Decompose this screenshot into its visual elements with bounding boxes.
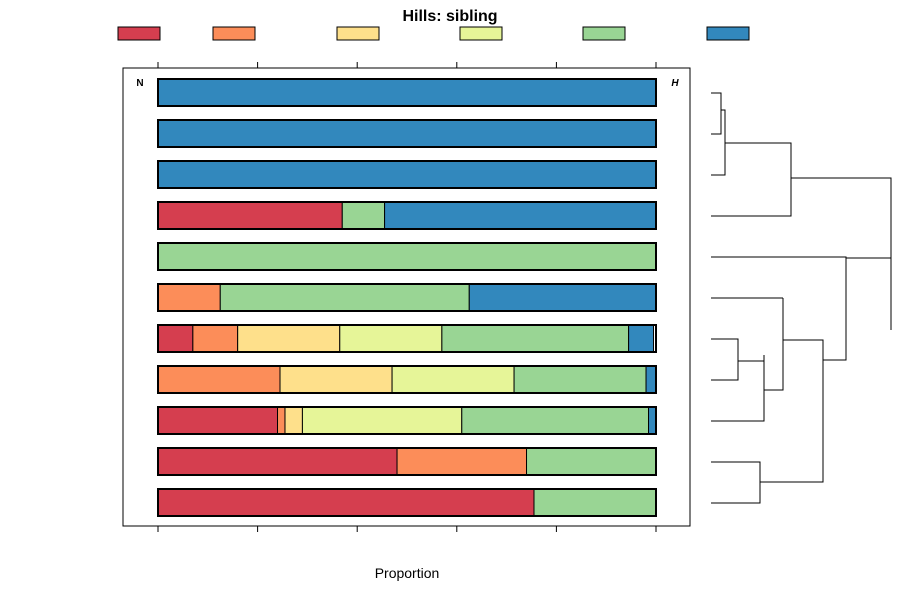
bar-segment-nose-slope: [301, 406, 463, 435]
dendrogram-branch: [711, 461, 761, 482]
dendrogram-branch: [711, 355, 765, 422]
bar-outline: [157, 119, 657, 148]
bar-outline: [157, 365, 657, 394]
dendrogram-branch: [711, 482, 761, 504]
bar-outline: [157, 447, 657, 476]
dendrogram-branch: [711, 168, 792, 217]
bar-segment-crest: [157, 283, 221, 312]
dendrogram-branch: [823, 300, 847, 361]
legend-swatch-nose-slope: [459, 26, 503, 41]
bar-segment-interfluve: [157, 201, 343, 230]
bar-segment-crest: [396, 447, 528, 476]
bar-segment-interfluve: [157, 406, 279, 435]
row-oakville: [157, 406, 657, 435]
bar-outline: [157, 488, 657, 517]
bar-outline: [157, 201, 657, 230]
plot-panel: [122, 67, 691, 527]
bar-outline: [157, 406, 657, 435]
row-alton: [157, 242, 657, 271]
dendrogram-branch: [846, 257, 892, 330]
bar-segment-nose-slope: [391, 365, 515, 394]
dendrogram-branch: [711, 256, 847, 300]
legend-swatch-crest: [212, 26, 256, 41]
dendrogram-branch: [764, 298, 784, 391]
dendrogram-branch: [738, 355, 765, 362]
bar-segment-interfluve: [157, 324, 194, 353]
row-massena: [157, 160, 657, 189]
bar-segment-head-slope: [237, 324, 341, 353]
row-homer: [157, 488, 657, 517]
legend-swatch-interfluve: [117, 26, 161, 41]
bar-segment-side-slope: [526, 447, 657, 476]
bar-outline: [157, 160, 657, 189]
legend-swatch-head-slope: [336, 26, 380, 41]
n-column-header: N: [136, 78, 143, 89]
bar-segment-base-slope: [384, 201, 657, 230]
dendrogram-branch: [711, 338, 739, 361]
bar-segment-head-slope: [279, 365, 393, 394]
bar-segment-crest: [277, 406, 286, 435]
bar-segment-base-slope: [628, 324, 655, 353]
dendrogram-branch: [711, 361, 739, 381]
row-busti: [157, 201, 657, 230]
bar-segment-side-slope: [513, 365, 647, 394]
bar-segment-base-slope: [157, 78, 657, 107]
bar-segment-base-slope: [645, 365, 657, 394]
bar-outline: [157, 78, 657, 107]
dendrogram-branch: [725, 142, 792, 168]
bar-segment-side-slope: [157, 242, 657, 271]
bar-outline: [157, 242, 657, 271]
h-column-header: H: [671, 78, 679, 89]
dendrogram-branch: [711, 117, 722, 135]
x-axis-label: Proportion: [375, 565, 440, 581]
bar-segment-side-slope: [441, 324, 630, 353]
bar-segment-base-slope: [468, 283, 657, 312]
dendrogram-branch: [711, 92, 722, 102]
bar-segment-base-slope: [648, 406, 657, 435]
row-rhinebeck: [157, 78, 657, 107]
legend-swatch-side-slope: [582, 26, 626, 41]
bar-segment-crest: [192, 324, 239, 353]
dendrogram-branch: [711, 122, 726, 176]
bar-rows: [157, 78, 657, 517]
row-hinckley: [157, 365, 657, 394]
bar-outline: [157, 283, 657, 312]
chart-title: Hills: sibling: [402, 8, 497, 25]
row-plainfield: [157, 324, 657, 353]
dendrogram-branch: [791, 177, 892, 258]
bar-segment-side-slope: [533, 488, 657, 517]
row-chenango: [157, 283, 657, 312]
bar-segment-side-slope: [341, 201, 386, 230]
bar-segment-side-slope: [219, 283, 470, 312]
bar-segment-nose-slope: [339, 324, 443, 353]
legend-swatch-base-slope: [706, 26, 750, 41]
legend: [117, 26, 750, 41]
x-axis: [157, 62, 657, 532]
bar-segment-base-slope: [157, 160, 657, 189]
row-elnora: [157, 447, 657, 476]
bar-segment-head-slope: [284, 406, 303, 435]
bar-segment-crest: [157, 365, 281, 394]
dendrogram-branch: [760, 405, 824, 483]
dendrogram-branch: [783, 339, 824, 405]
row-red-hook: [157, 119, 657, 148]
bar-segment-side-slope: [461, 406, 650, 435]
bar-outline: [157, 324, 657, 353]
dendrogram: [711, 92, 892, 504]
bar-segment-interfluve: [157, 447, 398, 476]
dendrogram-branch: [721, 109, 726, 122]
bar-segment-interfluve: [157, 488, 535, 517]
bar-segment-base-slope: [157, 119, 657, 148]
